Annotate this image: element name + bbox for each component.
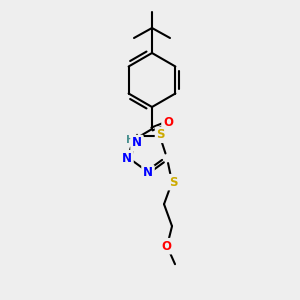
Text: S: S xyxy=(169,176,177,189)
Text: O: O xyxy=(163,116,173,128)
Text: N: N xyxy=(122,152,132,165)
Text: H: H xyxy=(126,135,134,145)
Text: N: N xyxy=(143,167,153,179)
Text: S: S xyxy=(157,128,165,141)
Text: O: O xyxy=(161,240,171,253)
Text: N: N xyxy=(132,136,142,149)
